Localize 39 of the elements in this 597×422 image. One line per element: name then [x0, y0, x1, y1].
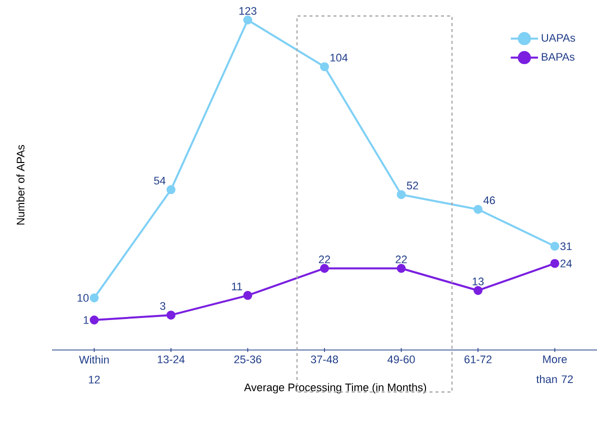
- point: [166, 185, 176, 194]
- point: [243, 16, 252, 24]
- data-label: 46: [483, 196, 495, 204]
- point: [320, 62, 329, 72]
- data-label: 104: [330, 54, 348, 62]
- point: [320, 264, 329, 273]
- point: [243, 290, 252, 300]
- data-label: 22: [318, 256, 330, 264]
- y-axis-title: Number of APAs: [16, 145, 24, 224]
- data-label: 10: [78, 294, 89, 302]
- data-label: 22: [396, 256, 407, 264]
- point: [90, 316, 99, 324]
- data-label: 52: [406, 182, 418, 190]
- data-label: 11: [232, 282, 242, 290]
- data-label: 54: [154, 176, 166, 184]
- point: [396, 264, 406, 273]
- x-tick-label: 13-24: [158, 356, 185, 364]
- point: [90, 293, 99, 302]
- x-tick-label: 61-72: [464, 356, 492, 364]
- point: [166, 310, 176, 320]
- x-tick-label: More than 72: [536, 356, 573, 384]
- point: [550, 258, 560, 268]
- point: [474, 286, 483, 295]
- data-label: 24: [560, 260, 572, 268]
- point: [396, 190, 406, 200]
- data-label: 13: [472, 278, 484, 286]
- point: [550, 242, 560, 251]
- point: [474, 204, 483, 214]
- data-label: 1: [84, 316, 89, 324]
- x-axis-title: Average Processing Time (in Months): [244, 383, 426, 394]
- x-tick-label: 49-60: [388, 356, 415, 364]
- legend-label: UAPAs: [542, 34, 576, 42]
- legend-label: BAPAs: [542, 53, 574, 61]
- x-tick-label: 37-48: [310, 356, 338, 364]
- data-label: 3: [160, 302, 166, 310]
- x-tick-label: 25-36: [234, 356, 262, 364]
- data-label: 123: [239, 7, 256, 15]
- x-tick-label: Within 12: [79, 356, 109, 384]
- data-label: 31: [560, 242, 572, 250]
